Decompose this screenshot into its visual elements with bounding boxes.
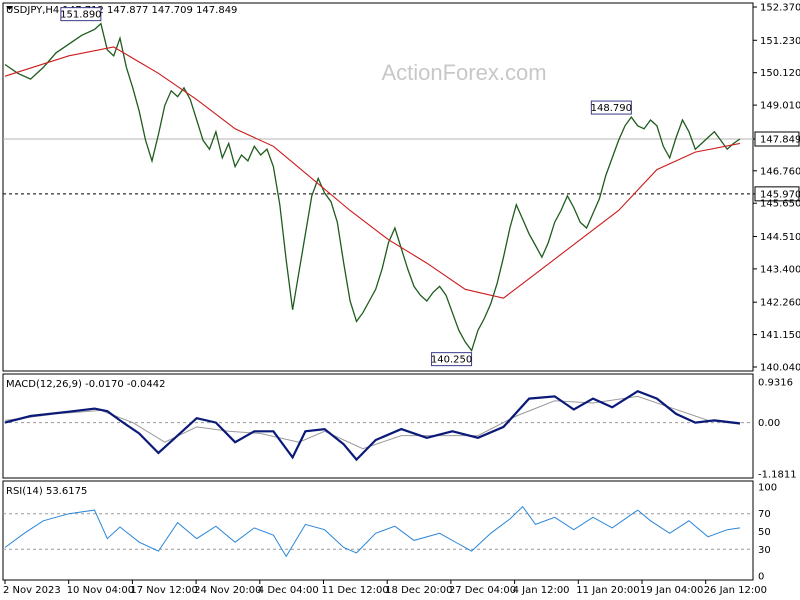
macd-plot: MACD(12,26,9) -0.0170 -0.0442 0.9316 0.00 -… [3, 378, 797, 481]
time-axis-label: 18 Dec 20:00 [385, 585, 452, 596]
price-axis-label: 145.970 [760, 189, 800, 200]
time-axis-label: 11 Dec 12:00 [322, 585, 389, 596]
price-axis-label: 147.849 [760, 135, 800, 146]
price-panel [2, 2, 754, 372]
swing_high-label-box [590, 100, 632, 115]
price-axis-label: 146.760 [760, 166, 800, 177]
rsi-axis-label: 50 [758, 527, 771, 538]
rsi-panel [2, 480, 754, 581]
rsi-axis-label: 70 [758, 509, 771, 520]
price-axis: 152.370 151.230 150.120 149.010 147.849 146.7… [753, 3, 800, 374]
high-label: 151.890 [60, 10, 101, 21]
macd-axis-label: 0.9316 [758, 378, 793, 389]
time-axis-label: 24 Nov 20:00 [194, 585, 261, 596]
time-axis-label: 4 Dec 04:00 [258, 585, 319, 596]
time-axis-label: 26 Jan 12:00 [704, 585, 767, 596]
price-axis-label: 140.040 [760, 363, 800, 374]
time-axis-label: 17 Nov 12:00 [130, 585, 197, 596]
price-plot: 151.890 140.250 148.790 [3, 7, 753, 367]
current-price-box [754, 131, 800, 147]
low-label-box [431, 352, 473, 367]
price-axis-label: 141.150 [760, 330, 800, 341]
macd-axis-label: 0.00 [758, 418, 780, 429]
price-axis-label: 143.400 [760, 264, 800, 275]
time-axis-label: 11 Jan 20:00 [576, 585, 639, 596]
rsi-axis-label: 100 [758, 483, 777, 494]
macd-signal-line [4, 395, 741, 450]
time-axis-label: 19 Jan 04:00 [640, 585, 703, 596]
price-series-line [4, 22, 741, 353]
price-axis-label: 145.650 [760, 199, 800, 210]
time-axis-label: 2 Nov 2023 [3, 585, 61, 596]
swing_high-label: 148.790 [591, 103, 632, 114]
price-axis-label: 150.120 [760, 68, 800, 79]
macd-axis-label: -1.1811 [758, 470, 797, 481]
price-axis-label: 151.230 [760, 36, 800, 47]
time-axis-label: 27 Dec 04:00 [449, 585, 516, 596]
moving-average-line [4, 46, 741, 299]
rsi-line [4, 505, 741, 558]
watermark: ActionForex.com [381, 60, 546, 85]
rsi-label: RSI(14) 53.6175 [6, 486, 87, 497]
rsi-plot: RSI(14) 53.6175 100 70 50 30 0 [3, 483, 777, 583]
rsi-axis-label: 0 [758, 572, 764, 583]
rsi-axis-label: 30 [758, 545, 771, 556]
price-axis-label: 149.010 [760, 101, 800, 112]
support-level-box [754, 186, 800, 202]
collapse-triangle-icon [6, 6, 13, 10]
symbol-header: USDJPY,H4 147.712 147.877 147.709 147.84… [6, 5, 237, 16]
macd-label: MACD(12,26,9) -0.0170 -0.0442 [6, 379, 166, 390]
price-axis-label: 152.370 [760, 3, 800, 14]
low-label: 140.250 [431, 355, 472, 366]
price-axis-label: 144.510 [760, 232, 800, 243]
macd-line [4, 389, 741, 462]
high-label-box [60, 7, 102, 22]
time-axis-label: 4 Jan 12:00 [513, 585, 570, 596]
time-axis-label: 10 Nov 04:00 [67, 585, 134, 596]
price-axis-label: 142.260 [760, 298, 800, 309]
